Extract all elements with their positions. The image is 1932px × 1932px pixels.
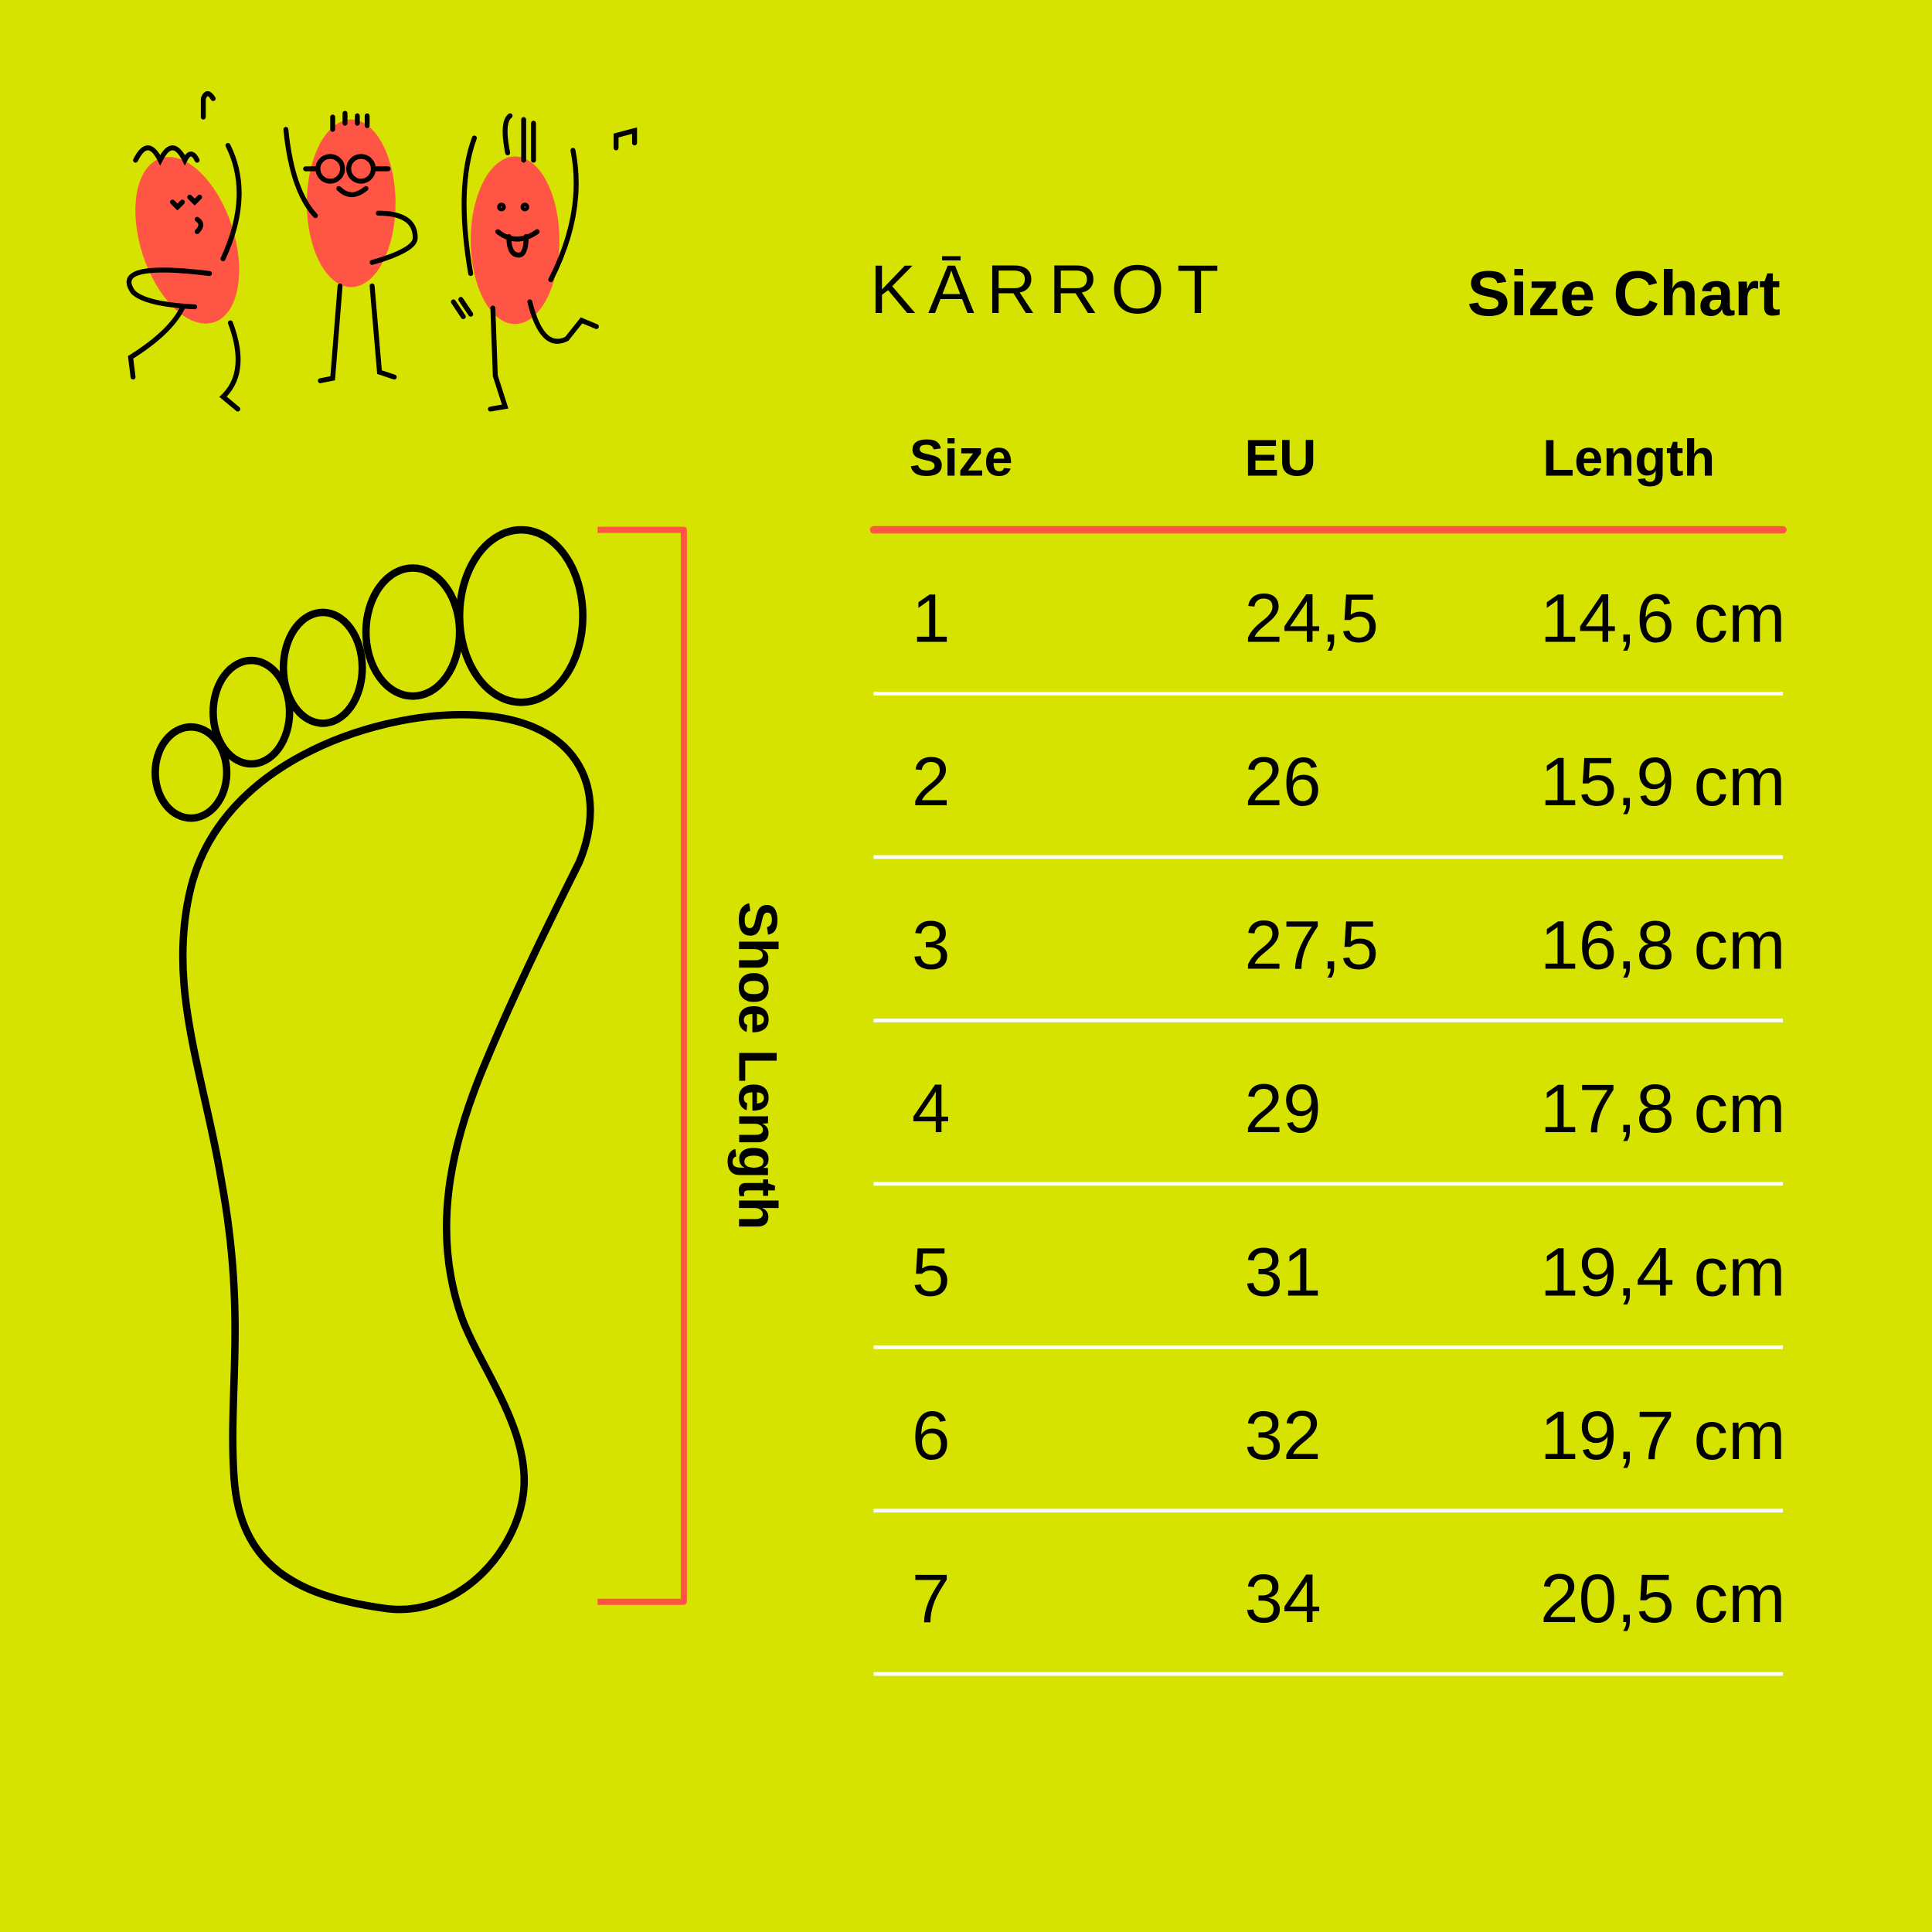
cell-eu: 34 (1244, 1560, 1321, 1637)
cell-length: 20,5 cm (1540, 1560, 1786, 1637)
cell-size: 5 (912, 1233, 951, 1310)
cell-eu: 29 (1244, 1070, 1321, 1147)
cell-eu: 27,5 (1244, 906, 1379, 984)
table-row: 7 34 20,5 cm (873, 1560, 1786, 1676)
header-eu: EU (1244, 429, 1316, 487)
cell-length: 19,4 cm (1540, 1233, 1786, 1310)
shoe-length-label: Shoe Length (728, 902, 789, 1230)
cell-size: 1 (912, 580, 951, 657)
size-table: Size EU Length 1 24,5 14,6 cm2 26 15,9 cm3 27… (869, 429, 1787, 1676)
cell-eu: 32 (1244, 1396, 1321, 1474)
cell-eu: 31 (1244, 1233, 1321, 1310)
table-row: 4 29 17,8 cm (873, 1070, 1786, 1186)
table-row: 5 31 19,4 cm (873, 1233, 1786, 1349)
header-length: Length (1543, 429, 1715, 487)
cell-length: 17,8 cm (1540, 1070, 1786, 1147)
cell-size: 6 (912, 1396, 951, 1474)
shoe-length-bracket (597, 526, 687, 1605)
page-title: Size Chart (1468, 257, 1781, 329)
header-size: Size (910, 429, 1013, 487)
table-row: 6 32 19,7 cm (873, 1396, 1786, 1513)
cell-length: 19,7 cm (1540, 1396, 1786, 1474)
foot-outline-icon (151, 526, 594, 1614)
cell-eu: 24,5 (1244, 580, 1379, 657)
cell-size: 7 (912, 1560, 951, 1637)
cell-size: 2 (912, 743, 951, 820)
brand-logo: KĀRROT (870, 250, 1232, 328)
table-row: 1 24,5 14,6 cm (873, 580, 1786, 696)
cell-length: 14,6 cm (1540, 580, 1786, 657)
cell-length: 15,9 cm (1540, 743, 1786, 820)
table-row: 3 27,5 16,8 cm (873, 906, 1786, 1022)
cell-length: 16,8 cm (1540, 906, 1786, 984)
cell-size: 4 (912, 1070, 951, 1147)
dancing-characters-illustration (126, 91, 638, 412)
table-row: 2 26 15,9 cm (873, 743, 1786, 859)
cell-size: 3 (912, 906, 951, 984)
cell-eu: 26 (1244, 743, 1321, 820)
